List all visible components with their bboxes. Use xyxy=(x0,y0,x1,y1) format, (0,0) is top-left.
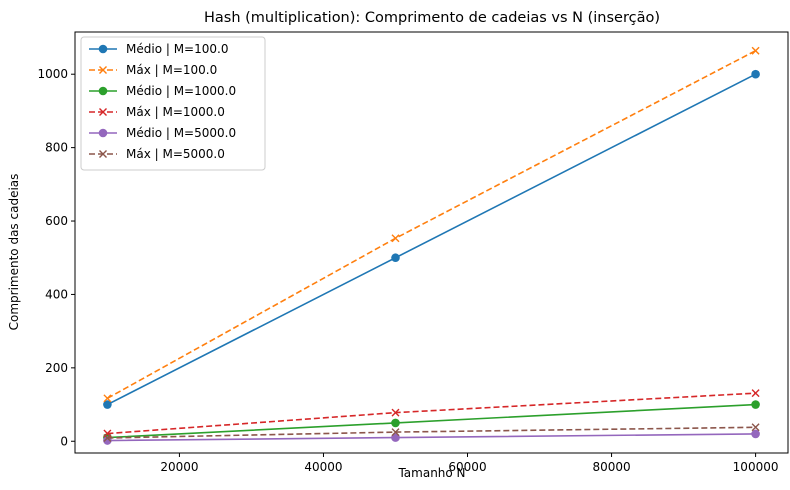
y-tick-label: 800 xyxy=(45,141,68,155)
legend-label: Médio | M=5000.0 xyxy=(126,126,236,140)
legend-label: Médio | M=1000.0 xyxy=(126,84,236,98)
y-tick-label: 400 xyxy=(45,287,68,301)
marker-stroke xyxy=(751,423,760,432)
data-point xyxy=(391,418,400,428)
data-point xyxy=(103,433,112,442)
marker-stroke xyxy=(751,389,760,398)
data-point xyxy=(751,423,760,432)
legend-item: Máx | M=1000.0 xyxy=(89,105,225,119)
legend-marker xyxy=(99,108,107,116)
legend-item: Médio | M=100.0 xyxy=(89,42,228,56)
legend-marker xyxy=(98,44,108,54)
data-point xyxy=(391,428,400,437)
y-tick-label: 600 xyxy=(45,214,68,228)
legend-label: Máx | M=100.0 xyxy=(126,63,217,77)
marker-stroke xyxy=(103,433,112,442)
data-point xyxy=(751,400,760,409)
x-tick-label: 80000 xyxy=(592,460,630,474)
data-point xyxy=(751,429,760,439)
legend-label: Máx | M=5000.0 xyxy=(126,147,225,161)
marker-stroke xyxy=(391,234,400,243)
marker-stroke xyxy=(751,46,760,55)
data-point xyxy=(751,46,760,55)
legend-label: Médio | M=100.0 xyxy=(126,42,228,56)
x-tick-label: 40000 xyxy=(304,460,342,474)
y-tick-label: 200 xyxy=(45,361,68,375)
series-line xyxy=(107,392,756,435)
y-tick-label: 0 xyxy=(60,434,68,448)
y-tick-label: 1000 xyxy=(37,67,68,81)
legend: Médio | M=100.0 Máx | M=100.0 Médio | M=10… xyxy=(80,36,266,171)
chart-title: Hash (multiplication): Comprimento de ca… xyxy=(204,10,660,26)
data-point xyxy=(751,69,760,79)
y-axis: 0 200 400 600 800 1000 xyxy=(37,67,75,448)
plot-frame xyxy=(74,31,789,454)
x-tick-label: 20000 xyxy=(160,460,198,474)
marker-stroke xyxy=(103,394,112,403)
data-point xyxy=(391,253,400,263)
legend-box xyxy=(80,36,266,171)
legend-item: Médio | M=5000.0 xyxy=(89,126,236,140)
legend-marker xyxy=(99,150,107,158)
x-axis: 20000 40000 60000 80000 100000 xyxy=(160,453,778,474)
marker-stroke xyxy=(391,408,400,417)
marker-stroke xyxy=(391,428,400,437)
series-line xyxy=(107,433,756,442)
legend-item: Máx | M=100.0 xyxy=(89,63,217,77)
legend-marker xyxy=(98,128,108,138)
data-point xyxy=(391,408,400,417)
plot-area xyxy=(74,31,789,454)
legend-item: Máx | M=5000.0 xyxy=(89,147,225,161)
data-point xyxy=(103,400,112,409)
legend-item: Médio | M=1000.0 xyxy=(89,84,236,98)
legend-label: Máx | M=1000.0 xyxy=(126,105,225,119)
data-point xyxy=(103,394,112,403)
legend-marker xyxy=(99,66,107,74)
x-tick-label: 60000 xyxy=(448,460,486,474)
data-point xyxy=(391,234,400,243)
series-line xyxy=(107,403,756,439)
x-tick-label: 100000 xyxy=(733,460,779,474)
y-axis-label: Comprimento das cadeias xyxy=(7,174,21,331)
legend-marker xyxy=(98,86,108,96)
x-axis-label: Tamanho N xyxy=(397,466,465,480)
data-point xyxy=(751,389,760,398)
data-point xyxy=(391,433,400,442)
